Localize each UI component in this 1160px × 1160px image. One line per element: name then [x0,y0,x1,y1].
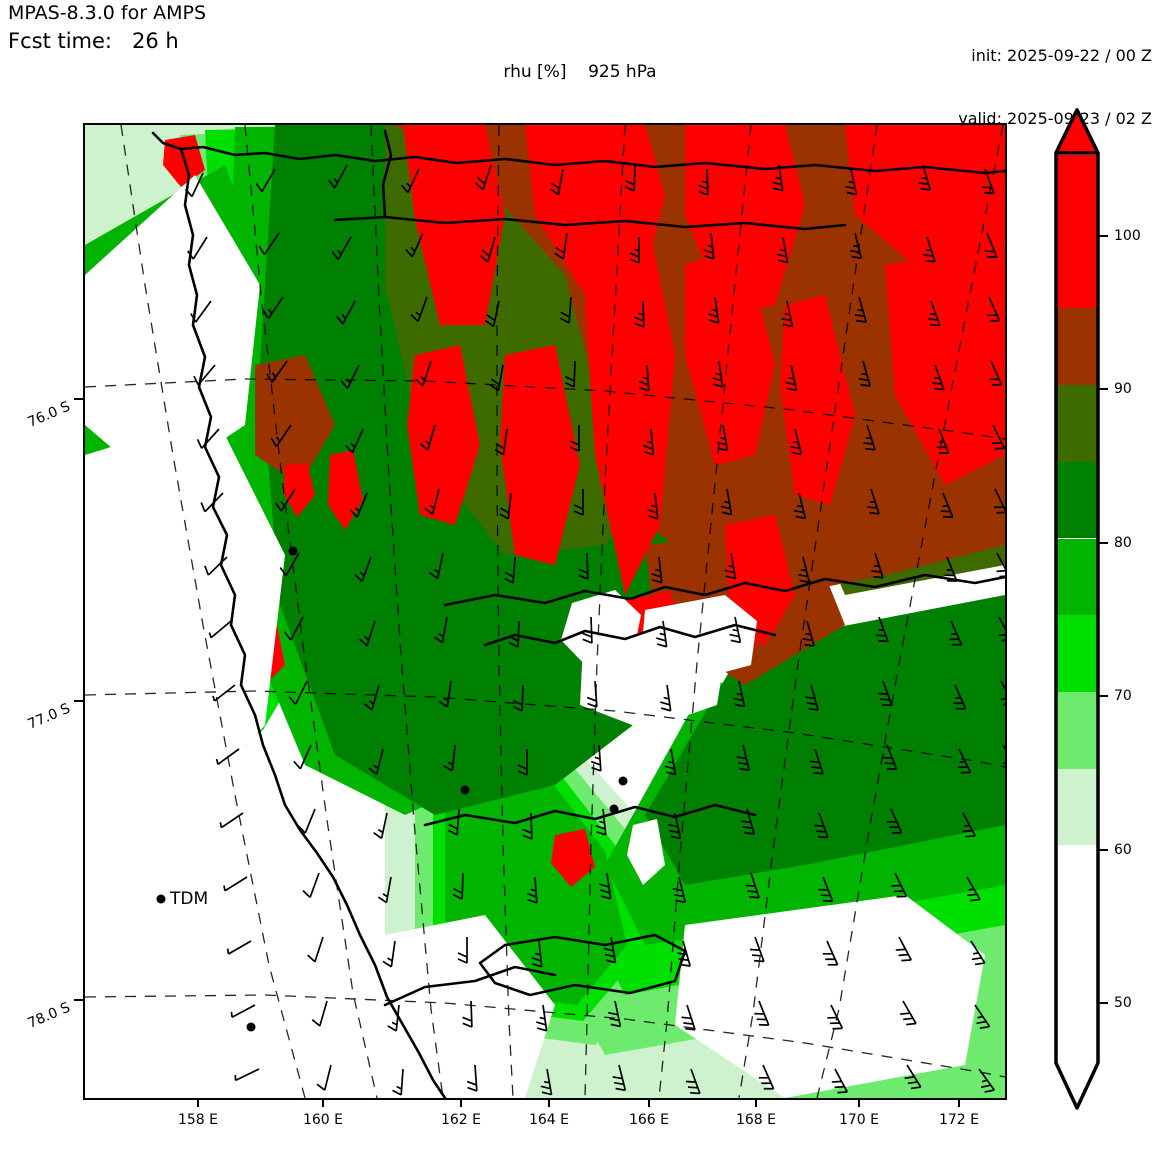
x-axis-label: 162 E [440,1112,482,1128]
x-axis-label: 172 E [938,1112,980,1128]
cbar-seg-95 [1056,231,1098,309]
colorbar-label: 50 [1114,995,1132,1011]
model-title: MPAS-8.3.0 for AMPS [8,2,207,24]
run-times: init: 2025-09-22 / 00 Z valid: 2025-09-2… [958,3,1152,150]
colorbar-tick [1098,695,1108,697]
y-axis-label: 78.0 S [25,999,74,1032]
colorbar-tick [1098,388,1108,390]
x-tick [858,1098,860,1107]
station-dot [609,804,619,814]
colorbar [1054,108,1100,1110]
station-dot [618,776,628,786]
x-tick [460,1098,462,1107]
y-tick [74,999,83,1001]
rh-low-holes [85,175,985,1098]
y-axis-label: 76.0 S [25,398,74,431]
cbar-seg-65 [1056,691,1098,769]
colorbar-tick [1098,235,1108,237]
x-tick [548,1098,550,1107]
cbar-seg-100 [1056,155,1098,232]
colorbar-label: 90 [1114,381,1132,397]
station-label-tdm: TDM [170,889,209,909]
field-rhu: rhu [%] 925 hPa [503,62,657,82]
colorbar-tick [1098,1002,1108,1004]
x-axis-label: 166 E [628,1112,670,1128]
colorbar-gradient [1056,155,1098,1019]
colorbar-tick [1098,849,1108,851]
cbar-seg-70 [1056,615,1098,692]
colorbar-label: 70 [1114,688,1132,704]
forecast-time: Fcst time: 26 h [8,29,179,53]
x-axis-label: 158 E [177,1112,219,1128]
x-tick [648,1098,650,1107]
station-dot-tdm [156,894,166,904]
rhu-contour-map [85,125,1005,1098]
cbar-seg-50 [1056,922,1098,1019]
x-axis-label: 164 E [528,1112,570,1128]
cbar-seg-85 [1056,385,1098,462]
map-plot-area[interactable] [83,123,1007,1100]
cbar-seg-55 [1056,845,1098,922]
x-axis-label: 170 E [838,1112,880,1128]
y-tick [74,700,83,702]
colorbar-label: 60 [1114,842,1132,858]
y-tick [74,398,83,400]
cbar-seg-80 [1056,461,1098,539]
x-tick [958,1098,960,1107]
coastline [151,129,1005,1098]
graticule [85,125,1005,1098]
station-dot [460,785,470,795]
x-tick [322,1098,324,1107]
cbar-seg-75 [1056,538,1098,616]
y-axis-label: 77.0 S [25,700,74,733]
colorbar-label: 80 [1114,535,1132,551]
station-dot [288,546,298,556]
station-markers [246,546,628,1032]
x-tick [755,1098,757,1107]
x-axis-label: 160 E [302,1112,344,1128]
x-tick [197,1098,199,1107]
colorbar-label: 100 [1114,228,1141,244]
cbar-seg-90 [1056,308,1098,386]
cbar-seg-60 [1056,768,1098,846]
colorbar-tick [1098,542,1108,544]
station-dot [246,1022,256,1032]
init-time: init: 2025-09-22 / 00 Z [971,46,1152,65]
x-axis-label: 168 E [735,1112,777,1128]
